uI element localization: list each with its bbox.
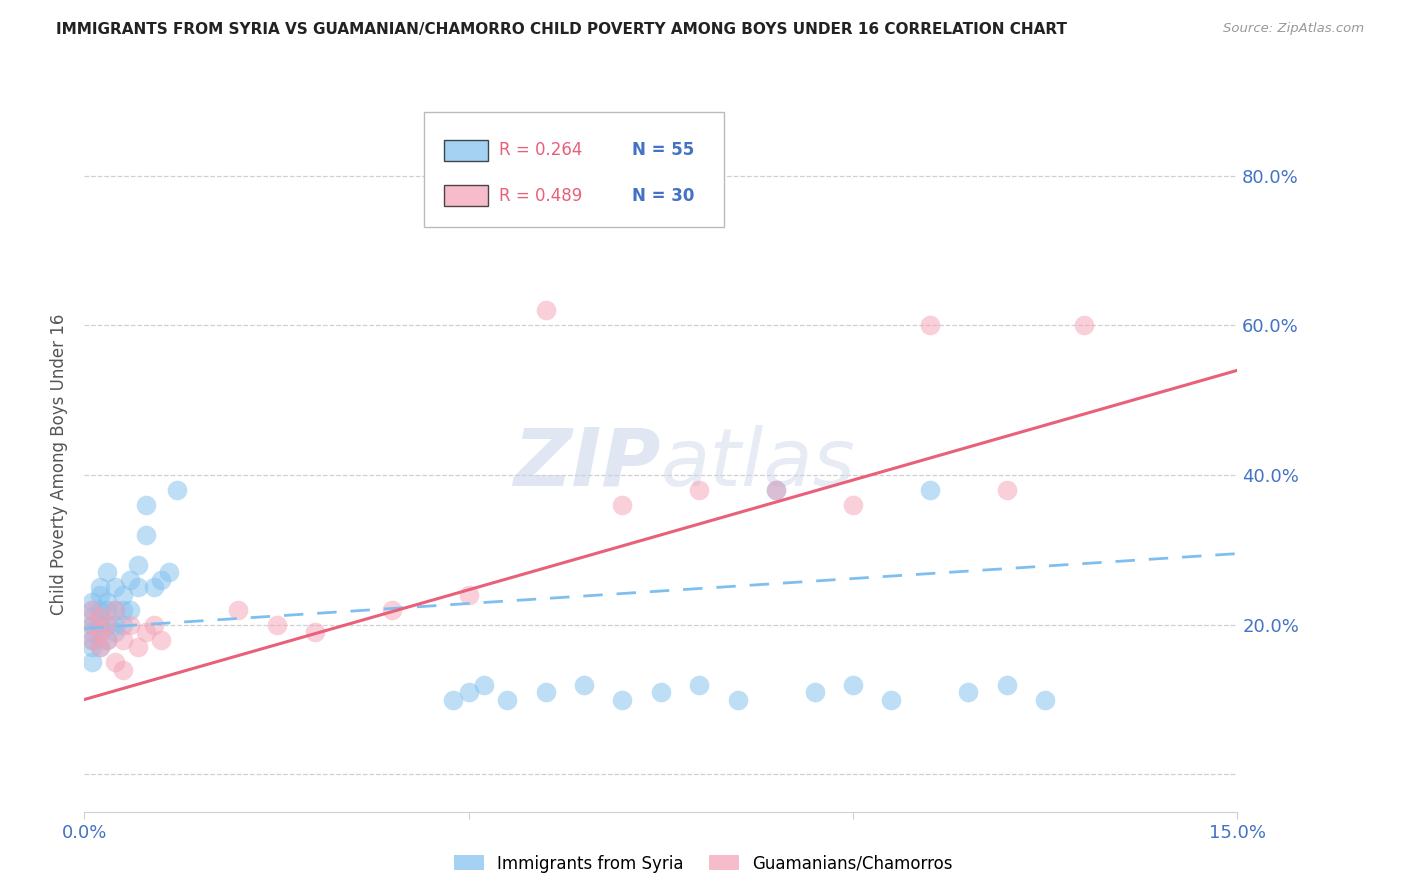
- Point: [96, 617, 118, 632]
- Point: [135, 498, 157, 512]
- Point: [120, 603, 142, 617]
- Legend: Immigrants from Syria, Guamanians/Chamorros: Immigrants from Syria, Guamanians/Chamor…: [447, 848, 959, 880]
- Point: [995, 677, 1018, 691]
- Point: [688, 677, 710, 691]
- Point: [142, 617, 165, 632]
- FancyBboxPatch shape: [444, 186, 488, 206]
- Point: [803, 685, 825, 699]
- Point: [80, 655, 103, 669]
- Point: [135, 625, 157, 640]
- Point: [534, 685, 557, 699]
- Point: [120, 573, 142, 587]
- Point: [765, 483, 787, 497]
- Point: [96, 617, 118, 632]
- Point: [918, 483, 941, 497]
- Point: [89, 610, 111, 624]
- Point: [96, 595, 118, 609]
- Point: [441, 692, 464, 706]
- Point: [111, 588, 134, 602]
- Point: [80, 617, 103, 632]
- Point: [104, 603, 127, 617]
- Point: [104, 603, 127, 617]
- Point: [166, 483, 188, 497]
- Point: [89, 588, 111, 602]
- Point: [89, 640, 111, 654]
- Point: [120, 617, 142, 632]
- Point: [918, 318, 941, 333]
- Text: ZIP: ZIP: [513, 425, 661, 503]
- Point: [150, 632, 173, 647]
- Point: [266, 617, 288, 632]
- Point: [89, 610, 111, 624]
- Point: [89, 625, 111, 640]
- Point: [135, 528, 157, 542]
- Point: [89, 603, 111, 617]
- Point: [496, 692, 519, 706]
- Point: [80, 595, 103, 609]
- Point: [96, 632, 118, 647]
- Text: Source: ZipAtlas.com: Source: ZipAtlas.com: [1223, 22, 1364, 36]
- Point: [457, 685, 479, 699]
- Point: [880, 692, 903, 706]
- Point: [688, 483, 710, 497]
- Point: [111, 663, 134, 677]
- Y-axis label: Child Poverty Among Boys Under 16: Child Poverty Among Boys Under 16: [51, 313, 69, 615]
- Point: [572, 677, 595, 691]
- Point: [104, 655, 127, 669]
- Point: [96, 632, 118, 647]
- Point: [80, 617, 103, 632]
- Point: [96, 566, 118, 580]
- Point: [127, 640, 149, 654]
- Point: [96, 603, 118, 617]
- Point: [842, 498, 865, 512]
- Point: [80, 640, 103, 654]
- Point: [1033, 692, 1056, 706]
- Point: [80, 632, 103, 647]
- Point: [226, 603, 249, 617]
- Point: [142, 580, 165, 594]
- Text: N = 30: N = 30: [633, 186, 695, 204]
- Text: R = 0.264: R = 0.264: [499, 142, 582, 160]
- Point: [111, 617, 134, 632]
- FancyBboxPatch shape: [425, 112, 724, 227]
- Text: IMMIGRANTS FROM SYRIA VS GUAMANIAN/CHAMORRO CHILD POVERTY AMONG BOYS UNDER 16 CO: IMMIGRANTS FROM SYRIA VS GUAMANIAN/CHAMO…: [56, 22, 1067, 37]
- Point: [472, 677, 495, 691]
- Text: R = 0.489: R = 0.489: [499, 186, 582, 204]
- Point: [127, 558, 149, 572]
- Point: [89, 625, 111, 640]
- FancyBboxPatch shape: [444, 140, 488, 161]
- Point: [765, 483, 787, 497]
- Point: [157, 566, 180, 580]
- Point: [842, 677, 865, 691]
- Point: [111, 603, 134, 617]
- Point: [1073, 318, 1095, 333]
- Point: [727, 692, 749, 706]
- Point: [80, 632, 103, 647]
- Point: [304, 625, 326, 640]
- Point: [89, 617, 111, 632]
- Point: [650, 685, 672, 699]
- Point: [612, 498, 634, 512]
- Text: atlas: atlas: [661, 425, 856, 503]
- Point: [89, 580, 111, 594]
- Point: [995, 483, 1018, 497]
- Point: [150, 573, 173, 587]
- Point: [534, 303, 557, 318]
- Point: [127, 580, 149, 594]
- Point: [957, 685, 980, 699]
- Point: [80, 610, 103, 624]
- Point: [80, 625, 103, 640]
- Text: N = 55: N = 55: [633, 142, 695, 160]
- Point: [381, 603, 404, 617]
- Point: [104, 617, 127, 632]
- Point: [89, 640, 111, 654]
- Point: [104, 625, 127, 640]
- Point: [80, 603, 103, 617]
- Point: [80, 603, 103, 617]
- Point: [612, 692, 634, 706]
- Point: [104, 580, 127, 594]
- Point: [457, 588, 479, 602]
- Point: [111, 632, 134, 647]
